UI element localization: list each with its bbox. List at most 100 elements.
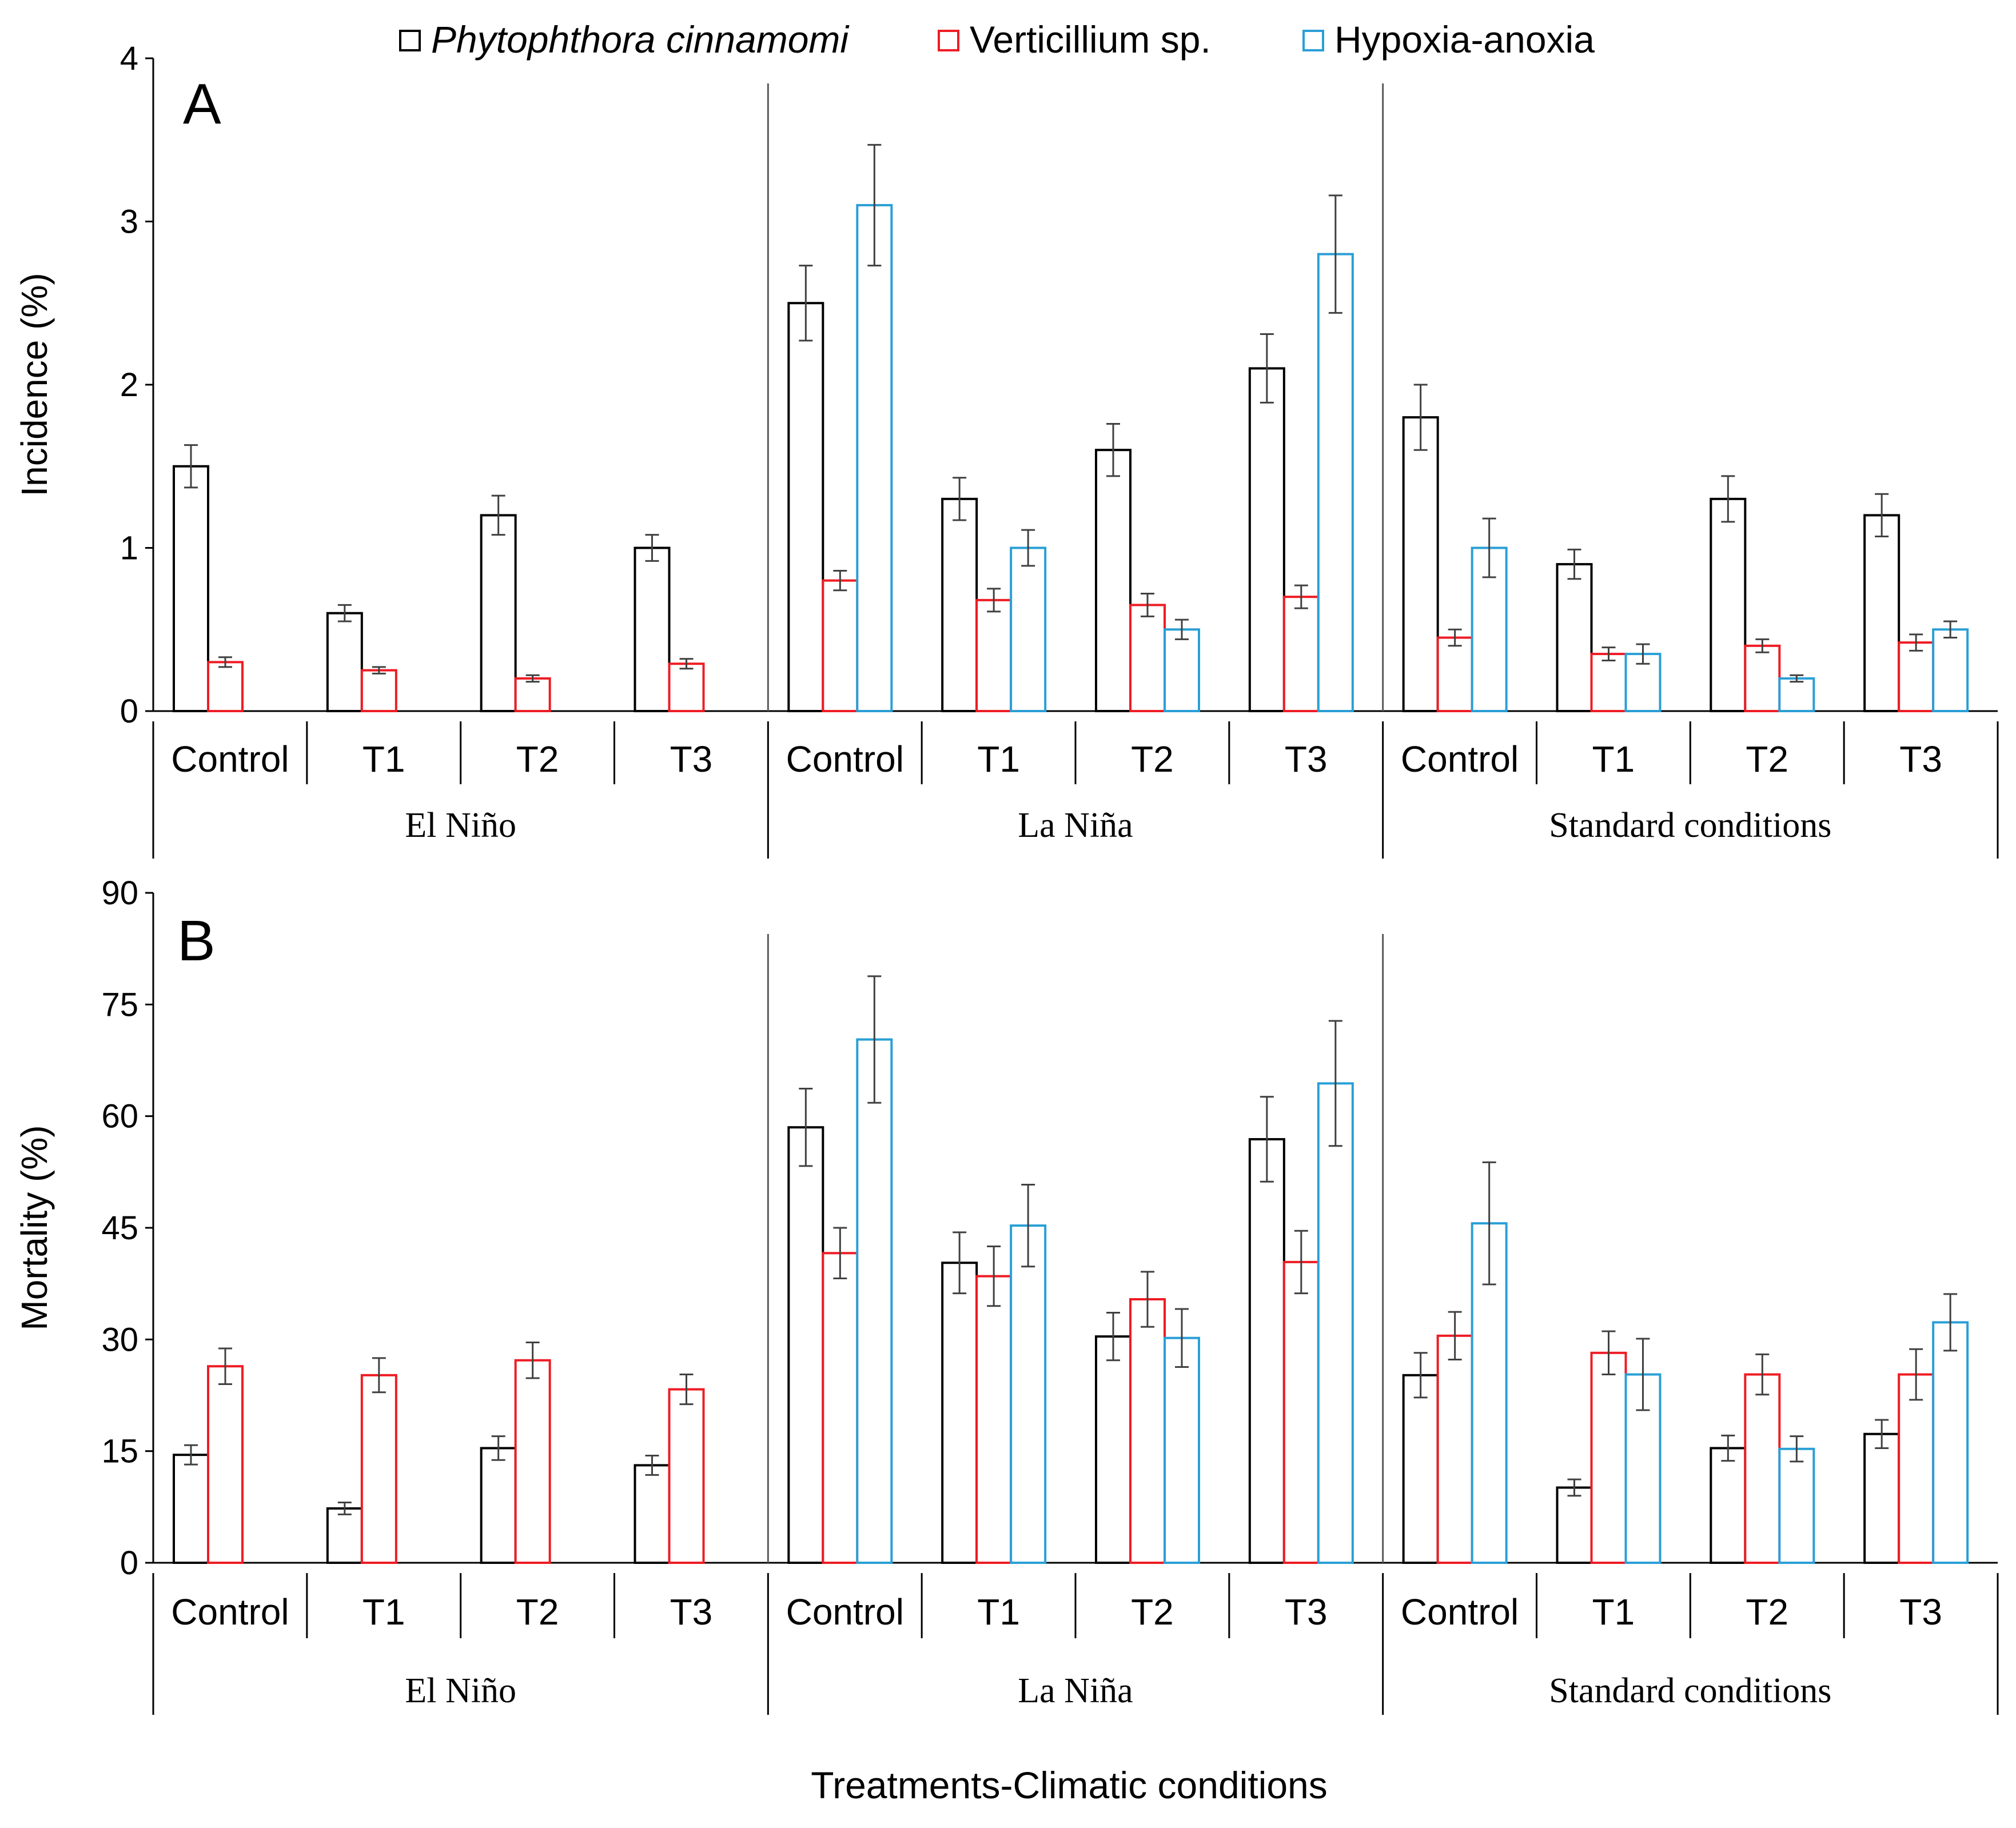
legend-label-hypoxia: Hypoxia-anoxia [1334, 18, 1595, 61]
panel-b-bar-standard-conditions-t1-phytophthora-cinnamomi [1556, 1486, 1593, 1564]
panel-a-group-label-standard-conditions: Standard conditions [1549, 806, 1831, 845]
panel-a-bar-standard-conditions-t1-verticillium-sp [1590, 653, 1627, 712]
panel-a-ytick-label-2: 2 [120, 366, 138, 404]
panel-a-group-label-el-ni-o: El Niño [405, 806, 516, 845]
panel-a-category-label-standard-conditions-control: Control [1401, 739, 1519, 780]
panel-b-category-label-el-ni-o-t3: T3 [670, 1591, 713, 1633]
panel-b-mortality-chart: 0 15 30 45 60 75 90 B Mortality (%) Control T1 T… [14, 875, 1999, 1715]
panel-b-category-label-el-ni-o-t2: T2 [516, 1591, 559, 1633]
panel-b-bar-el-ni-o-t2-phytophthora-cinnamomi [480, 1447, 517, 1564]
panel-a-bar-la-ni-a-t3-hypoxia-anoxia [1317, 253, 1354, 713]
panel-a-bar-la-ni-a-t2-verticillium-sp [1129, 604, 1166, 713]
panel-a-category-label-la-ni-a-control: Control [786, 739, 904, 780]
panel-b-bar-standard-conditions-t2-phytophthora-cinnamomi [1710, 1447, 1747, 1564]
panel-b-ytick-label-60: 60 [101, 1098, 138, 1135]
panel-a-bar-la-ni-a-control-verticillium-sp [822, 579, 859, 712]
legend-label-phytophthora: Phytophthora cinnamomi [431, 18, 850, 61]
panel-b-bar-standard-conditions-t3-hypoxia-anoxia [1932, 1321, 1969, 1564]
panel-b-ytick-label-0: 0 [120, 1544, 138, 1582]
panel-b-category-labels: Control T1 T2 T3 Control T1 T2 T3 Control T1 T2 T3 [171, 1591, 1942, 1633]
panel-a-bar-standard-conditions-control-verticillium-sp [1436, 636, 1473, 713]
panel-a-bar-el-ni-o-control-verticillium-sp [207, 661, 244, 712]
panel-a-bar-la-ni-a-t2-phytophthora-cinnamomi [1095, 449, 1131, 712]
panel-b-bar-standard-conditions-t3-verticillium-sp [1898, 1373, 1935, 1564]
panel-a-category-label-standard-conditions-t1: T1 [1592, 739, 1635, 780]
panel-b-bar-la-ni-a-t2-phytophthora-cinnamomi [1095, 1335, 1131, 1564]
panel-a-category-label-el-ni-o-t2: T2 [516, 739, 559, 780]
panel-b-category-label-standard-conditions-t1: T1 [1592, 1591, 1635, 1633]
panel-b-bar-la-ni-a-t1-hypoxia-anoxia [1010, 1224, 1047, 1564]
panel-b-bar-la-ni-a-control-verticillium-sp [822, 1252, 859, 1564]
panel-b-y-ticks: 0 15 30 45 60 75 90 [101, 875, 153, 1582]
panel-b-category-label-standard-conditions-t3: T3 [1899, 1591, 1942, 1633]
panel-b-group-label-la-ni-a: La Niña [1018, 1671, 1133, 1710]
panel-b-group-separators [152, 934, 1999, 1715]
panel-a-group-labels: El Niño La Niña Standard conditions [405, 806, 1831, 845]
panel-b-bar-standard-conditions-t3-phytophthora-cinnamomi [1863, 1432, 1901, 1564]
panel-a-bar-el-ni-o-t2-verticillium-sp [514, 677, 551, 713]
panel-a-bar-standard-conditions-t2-hypoxia-anoxia [1778, 677, 1815, 713]
panel-b-bar-el-ni-o-t2-verticillium-sp [514, 1359, 551, 1564]
panel-b-label: B [177, 909, 216, 973]
panel-b-bar-la-ni-a-t3-phytophthora-cinnamomi [1248, 1138, 1285, 1564]
panel-b-group-label-el-ni-o: El Niño [405, 1671, 516, 1710]
panel-a-group-separators [152, 83, 1999, 859]
panel-b-bar-la-ni-a-t3-verticillium-sp [1282, 1260, 1320, 1564]
panel-b-ytick-label-90: 90 [101, 875, 138, 912]
panel-b-ytick-label-15: 15 [101, 1433, 138, 1470]
panel-a-category-label-standard-conditions-t2: T2 [1746, 739, 1788, 780]
panel-b-category-label-la-ni-a-control: Control [786, 1591, 904, 1633]
panel-b-category-label-el-ni-o-control: Control [171, 1591, 289, 1633]
panel-b-bar-la-ni-a-t3-hypoxia-anoxia [1317, 1082, 1354, 1564]
panel-a-bar-el-ni-o-t3-phytophthora-cinnamomi [634, 546, 671, 712]
panel-b-y-axis-title: Mortality (%) [14, 1125, 55, 1330]
panel-b-bar-standard-conditions-t1-verticillium-sp [1590, 1351, 1627, 1564]
panel-b-bar-standard-conditions-control-phytophthora-cinnamomi [1402, 1374, 1439, 1564]
panel-b-bar-la-ni-a-t1-phytophthora-cinnamomi [941, 1262, 978, 1564]
panel-a-ytick-label-3: 3 [120, 203, 138, 241]
panel-b-bar-standard-conditions-t2-verticillium-sp [1744, 1373, 1781, 1564]
panel-b-category-label-el-ni-o-t1: T1 [362, 1591, 405, 1633]
panel-a-ytick-label-4: 4 [120, 40, 138, 77]
panel-a-category-label-el-ni-o-t3: T3 [670, 739, 713, 780]
panel-b-ytick-label-45: 45 [101, 1210, 138, 1247]
panel-a-category-label-la-ni-a-t3: T3 [1285, 739, 1328, 780]
panel-b-bar-la-ni-a-t1-verticillium-sp [975, 1275, 1013, 1564]
panel-a-bar-standard-conditions-t3-hypoxia-anoxia [1932, 628, 1969, 712]
panel-b-bar-la-ni-a-control-hypoxia-anoxia [856, 1038, 893, 1564]
panel-b-bar-la-ni-a-control-phytophthora-cinnamomi [787, 1126, 824, 1564]
panel-b-ytick-label-30: 30 [101, 1321, 138, 1358]
panel-b-category-label-la-ni-a-t1: T1 [977, 1591, 1020, 1633]
panel-a-bar-standard-conditions-t3-phytophthora-cinnamomi [1863, 514, 1901, 713]
panel-a-category-label-el-ni-o-t1: T1 [362, 739, 405, 780]
panel-b-bar-la-ni-a-t2-verticillium-sp [1129, 1298, 1166, 1564]
panel-a-bar-standard-conditions-control-phytophthora-cinnamomi [1402, 416, 1439, 712]
panel-a-bar-la-ni-a-t3-verticillium-sp [1282, 596, 1320, 713]
panel-a-y-axis-title: Incidence (%) [14, 273, 55, 496]
panel-a-bar-standard-conditions-t3-verticillium-sp [1898, 641, 1935, 712]
panel-b-bar-el-ni-o-control-phytophthora-cinnamomi [173, 1454, 209, 1564]
panel-b-category-label-la-ni-a-t3: T3 [1285, 1591, 1328, 1633]
panel-a-bar-el-ni-o-t2-phytophthora-cinnamomi [480, 514, 517, 713]
panel-a-bar-la-ni-a-t2-hypoxia-anoxia [1164, 628, 1200, 712]
panel-b-bar-el-ni-o-t3-phytophthora-cinnamomi [634, 1464, 671, 1564]
legend-label-verticillium: Verticillium sp. [970, 18, 1211, 61]
panel-a-bar-la-ni-a-t1-phytophthora-cinnamomi [941, 497, 978, 712]
panel-a-category-label-la-ni-a-t2: T2 [1131, 739, 1174, 780]
panel-a-category-labels: Control T1 T2 T3 Control T1 T2 T3 Control T1 T2 T3 [171, 739, 1942, 780]
panel-b-bar-el-ni-o-t1-phytophthora-cinnamomi [326, 1507, 363, 1564]
panel-a-bar-standard-conditions-t2-verticillium-sp [1744, 644, 1781, 713]
panel-a-bars [173, 143, 1969, 713]
legend-swatch-hypoxia [1302, 30, 1324, 51]
legend-swatch-verticillium [938, 30, 959, 51]
panel-a-bar-el-ni-o-t1-verticillium-sp [360, 669, 397, 712]
panel-a-label: A [183, 72, 221, 136]
panel-a-category-label-el-ni-o-control: Control [171, 739, 289, 780]
panel-a-bar-standard-conditions-t1-phytophthora-cinnamomi [1556, 563, 1593, 712]
panel-b-group-labels: El Niño La Niña Standard conditions [405, 1671, 1831, 1710]
panel-b-category-label-standard-conditions-t2: T2 [1746, 1591, 1788, 1633]
panel-a-category-label-la-ni-a-t1: T1 [977, 739, 1020, 780]
panel-a-category-label-standard-conditions-t3: T3 [1899, 739, 1942, 780]
panel-a-ytick-label-0: 0 [120, 693, 138, 730]
